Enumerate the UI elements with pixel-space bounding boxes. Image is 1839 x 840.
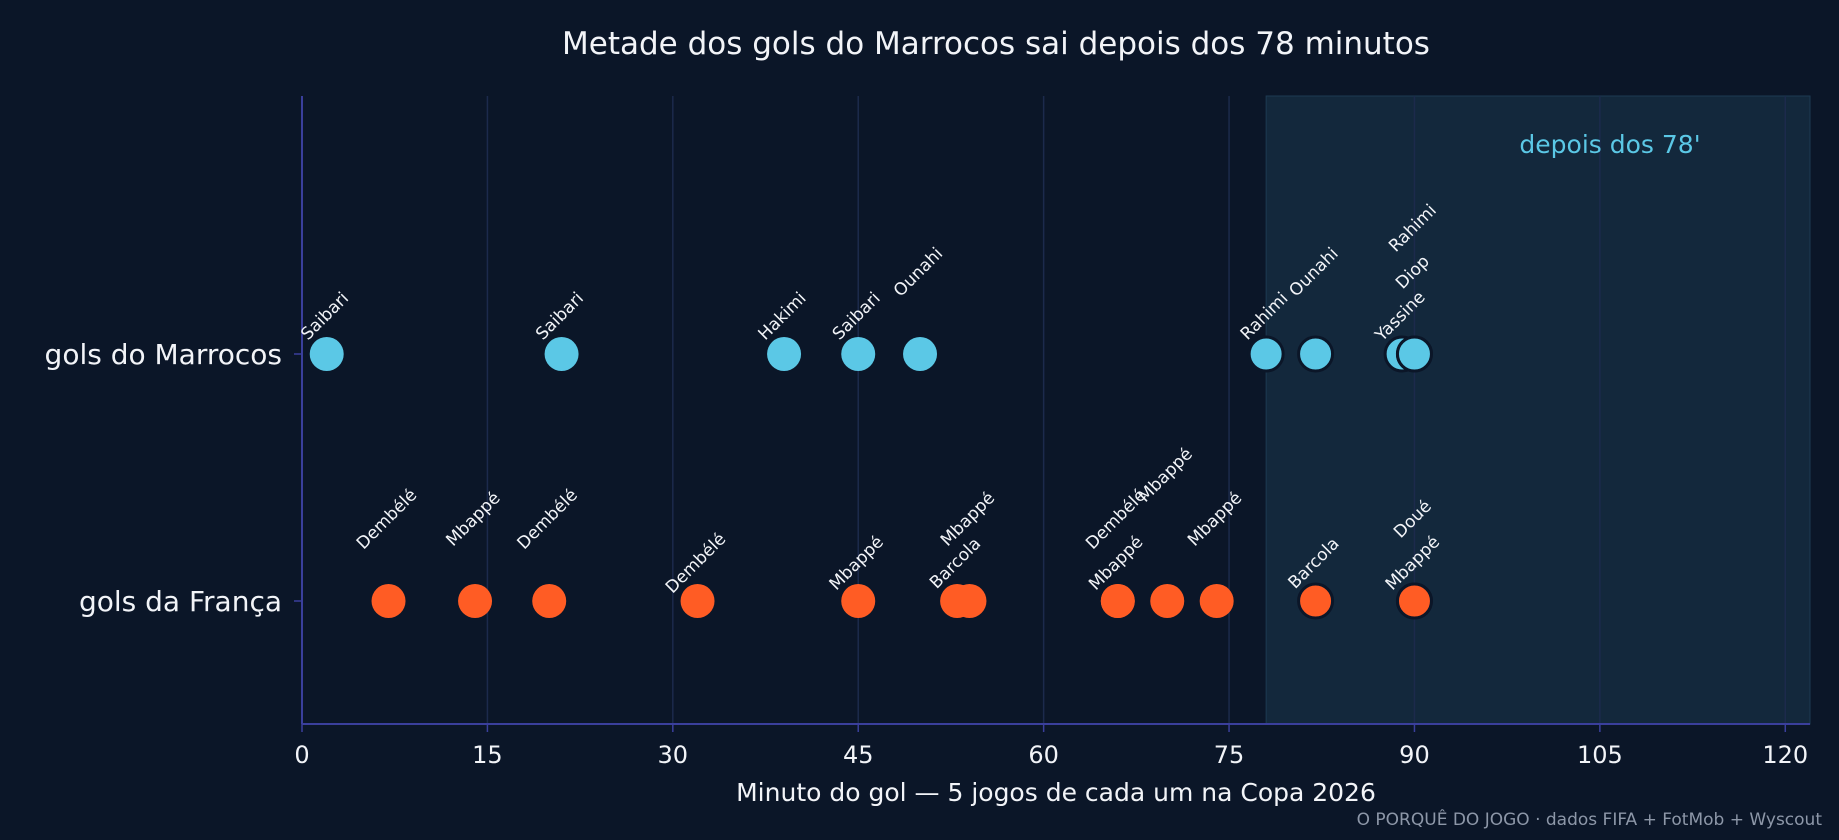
goal-point xyxy=(841,584,876,618)
goal-point xyxy=(309,337,344,371)
axis-layer: 0 15 30 45 60 75 90 105 120 gols do Marrocos gols … xyxy=(45,96,1810,769)
goal-point xyxy=(1297,582,1335,620)
x-axis-label: Minuto do gol — 5 jogos de cada um na Co… xyxy=(736,778,1376,807)
goal-point xyxy=(767,337,802,371)
goal-point xyxy=(532,584,567,618)
goal-point xyxy=(458,584,493,618)
x-tick-label: 75 xyxy=(1214,741,1245,769)
x-tick-label: 120 xyxy=(1762,741,1808,769)
x-tick-label: 30 xyxy=(658,741,689,769)
highlight-zone-layer xyxy=(1265,95,1811,725)
grid-layer xyxy=(486,96,1787,724)
x-tick-label: 60 xyxy=(1028,741,1059,769)
goal-point xyxy=(371,584,406,618)
goal-point xyxy=(1199,584,1234,618)
credit-text: O PORQUÊ DO JOGO · dados FIFA + FotMob +… xyxy=(1357,808,1823,830)
goal-point xyxy=(680,584,715,618)
goal-point xyxy=(1150,584,1185,618)
goal-point xyxy=(841,337,876,371)
category-label: gols do Marrocos xyxy=(45,338,282,371)
goal-point xyxy=(1297,335,1335,373)
goal-point xyxy=(952,584,987,618)
goal-point xyxy=(1395,582,1433,620)
highlight-zone xyxy=(1265,95,1811,725)
x-tick-label: 45 xyxy=(843,741,874,769)
x-tick-label: 0 xyxy=(294,741,309,769)
x-tick-label: 15 xyxy=(472,741,503,769)
chart-title: Metade dos gols do Marrocos sai depois d… xyxy=(562,26,1430,62)
category-label: gols da França xyxy=(79,585,282,618)
goal-point xyxy=(1395,335,1433,373)
goal-point xyxy=(544,337,579,371)
x-tick-label: 90 xyxy=(1399,741,1430,769)
goal-point xyxy=(1100,584,1135,618)
points-layer xyxy=(309,335,1433,620)
x-tick-label: 105 xyxy=(1577,741,1623,769)
goal-point xyxy=(903,337,938,371)
highlight-zone-label: depois dos 78' xyxy=(1519,130,1700,159)
goal-point xyxy=(1247,335,1285,373)
